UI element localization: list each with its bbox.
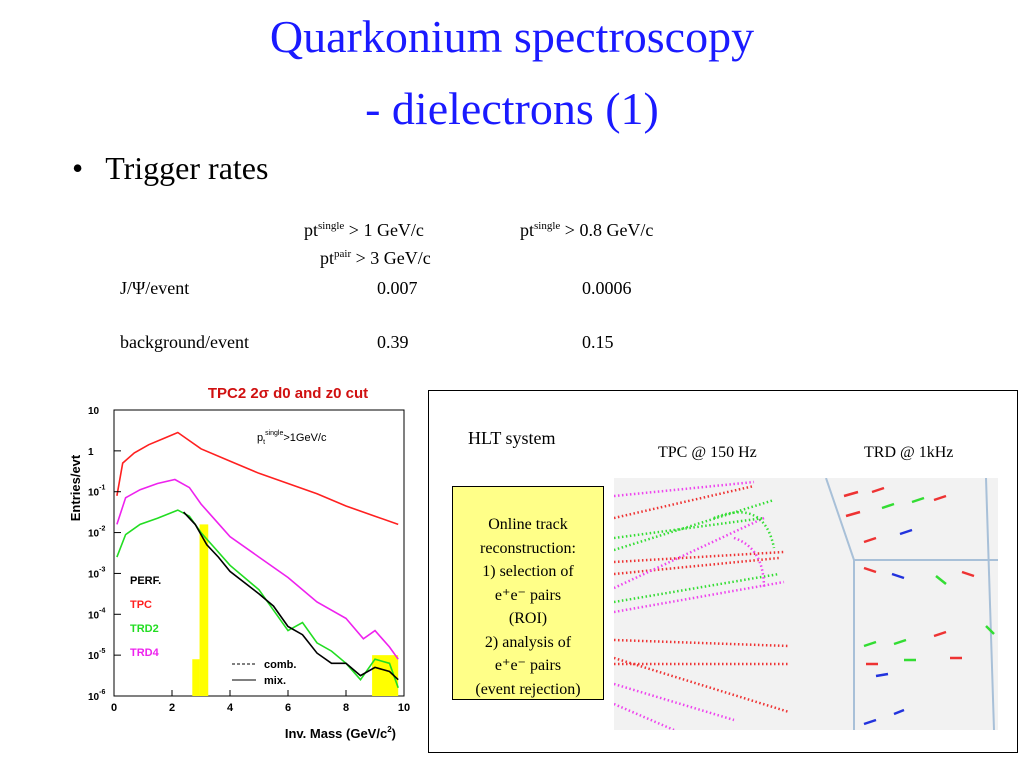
tpc-tracks <box>614 480 790 730</box>
y-tick-label: 10-2 <box>88 526 105 540</box>
signal-bar <box>199 524 209 696</box>
y-tick-label: 10-5 <box>88 648 105 662</box>
invariant-mass-plot: TPC2 2σ d0 and z0 cut 0 2 4 6 8 10 10 1 10-1 10-2… <box>68 385 410 741</box>
cut-label: ptsingle>1GeV/c <box>257 430 327 446</box>
x-tick-label: 8 <box>343 702 349 714</box>
x-tick-label: 0 <box>111 702 117 714</box>
x-tick-label: 4 <box>227 702 234 714</box>
box-line: 2) analysis of <box>484 633 572 651</box>
x-axis-label: Inv. Mass (GeV/c2) <box>285 725 396 741</box>
row-value: 0.39 <box>377 332 409 352</box>
bullet-item: • Trigger rates <box>72 150 268 187</box>
online-reconstruction-box: Online track reconstruction: 1) selectio… <box>452 486 604 700</box>
box-line: (ROI) <box>508 610 548 627</box>
plot-title: TPC2 2σ d0 and z0 cut <box>208 385 368 402</box>
box-line: Online track <box>488 516 568 533</box>
y-tick-label: 1 <box>88 447 94 458</box>
box-line: 1) selection of <box>482 563 574 580</box>
box-line: (event rejection) <box>475 680 581 698</box>
bullet-text: Trigger rates <box>105 150 269 186</box>
series-trd4-line <box>116 478 399 660</box>
x-tick-label: 6 <box>285 702 291 714</box>
tpc-label: TPC @ 150 Hz <box>658 444 757 461</box>
legend-entry: TPC <box>130 599 152 611</box>
x-tick-label: 10 <box>398 702 410 714</box>
row-value: 0.15 <box>582 332 614 352</box>
y-tick-label: 10-3 <box>88 566 105 580</box>
box-line: reconstruction: <box>480 539 576 557</box>
legend-entry: TRD4 <box>130 647 160 659</box>
row-label: background/event <box>120 332 249 352</box>
series-perf-line <box>183 511 399 681</box>
header-col1: ptsingle > 1 GeV/c <box>304 220 424 240</box>
track-display-background <box>614 478 998 730</box>
plot-area <box>113 409 405 697</box>
y-tick-label: 10-1 <box>88 485 105 499</box>
series-trd2-line <box>116 509 399 689</box>
legend-entry: TRD2 <box>130 623 159 635</box>
series-tpc-line <box>116 431 399 526</box>
line-legend-label: comb. <box>264 659 296 671</box>
header-col1-pair: ptpair > 3 GeV/c <box>320 248 431 268</box>
row-label: J/Ψ/event <box>120 278 190 298</box>
y-tick-label: 10-4 <box>88 607 105 621</box>
header-col2: ptsingle > 0.8 GeV/c <box>520 220 654 240</box>
slide-title-line2: - dielectrons (1) <box>365 83 659 134</box>
signal-bar <box>192 659 200 696</box>
bullet-marker: • <box>72 150 84 186</box>
legend-entry: PERF. <box>130 575 161 587</box>
line-legend-label: mix. <box>264 675 286 687</box>
trd-module-edge <box>985 478 995 730</box>
y-axis-label: Entries/evt <box>68 454 83 521</box>
y-tick-label: 10-6 <box>88 689 105 703</box>
trd-tracklets <box>843 486 995 726</box>
row-value: 0.007 <box>377 278 418 298</box>
y-tick-label: 10 <box>88 406 100 417</box>
hlt-label: HLT system <box>468 428 556 448</box>
trd-label: TRD @ 1kHz <box>864 444 954 461</box>
box-line: e⁺e⁻ pairs <box>494 586 562 604</box>
box-line: e⁺e⁻ pairs <box>494 657 562 674</box>
x-tick-label: 2 <box>169 702 175 714</box>
track-display <box>614 478 998 730</box>
row-value: 0.0006 <box>582 278 632 298</box>
slide-title-line1: Quarkonium spectroscopy <box>269 11 755 62</box>
